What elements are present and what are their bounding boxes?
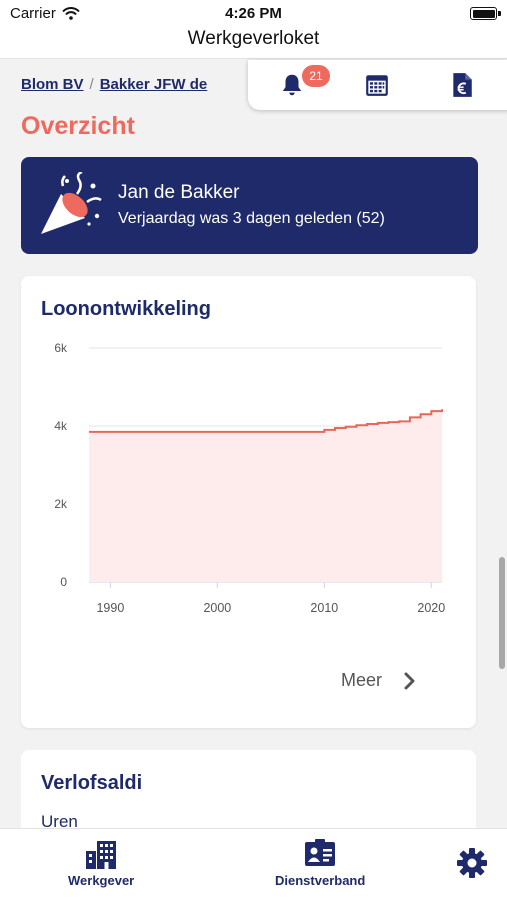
- gear-icon: [457, 848, 487, 878]
- app-title: Werkgeverloket: [187, 28, 320, 49]
- x-tick-label: 2000: [203, 601, 231, 615]
- chart-area-fill: [89, 409, 442, 582]
- notification-badge: 21: [302, 65, 330, 87]
- id-card-icon: [305, 839, 336, 866]
- salary-chart: 0 2k 4k 6k 1990 2000 2010 2020: [54, 341, 445, 615]
- employee-name: Jan de Bakker: [118, 182, 240, 203]
- nav-dienstverband[interactable]: Dienstverband: [275, 839, 365, 888]
- birthday-message: Verjaardag was 3 dagen geleden (52): [118, 210, 385, 227]
- nav-werkgever-label: Werkgever: [68, 873, 135, 888]
- wifi-icon: [62, 7, 80, 20]
- battery-tip: [498, 11, 501, 16]
- y-tick-label: 6k: [54, 341, 68, 355]
- x-tick-label: 2020: [417, 601, 445, 615]
- calendar-icon[interactable]: [364, 72, 390, 98]
- bell-icon[interactable]: [279, 72, 305, 98]
- chevron-right-icon: [404, 672, 415, 689]
- chart-series-line: [89, 409, 443, 433]
- status-bar: Carrier 4:26 PM: [0, 0, 507, 26]
- party-popper-icon: [41, 172, 102, 234]
- breadcrumb: Blom BV / Bakker JFW de: [21, 76, 207, 93]
- carrier-info: Carrier: [10, 5, 80, 22]
- nav-dienstverband-label: Dienstverband: [275, 873, 366, 888]
- nav-werkgever[interactable]: Werkgever: [68, 839, 134, 888]
- scrollbar-thumb[interactable]: [499, 557, 505, 669]
- title-bar: Werkgeverloket: [0, 26, 507, 59]
- y-tick-label: 2k: [54, 497, 68, 511]
- more-label: Meer: [341, 670, 383, 690]
- carrier-label: Carrier: [10, 5, 56, 22]
- bottom-navigation: Werkgever Dienstverband: [0, 828, 507, 900]
- breadcrumb-employer-link[interactable]: Blom BV: [21, 76, 84, 93]
- y-tick-label: 0: [60, 575, 67, 589]
- more-button[interactable]: Meer: [341, 670, 416, 691]
- birthday-card[interactable]: Jan de Bakker Verjaardag was 3 dagen gel…: [21, 157, 478, 254]
- building-icon: [86, 841, 117, 869]
- breadcrumb-separator: /: [89, 76, 94, 93]
- nav-settings[interactable]: [456, 847, 488, 879]
- page-title: Overzicht: [21, 112, 135, 140]
- x-tick-label: 1990: [96, 601, 124, 615]
- leave-unit-label: Uren: [41, 812, 78, 831]
- euro-document-icon[interactable]: [449, 72, 475, 98]
- salary-development-card: Loonontwikkeling 0 2k 4k 6k 1990 2000 2010 2020…: [21, 276, 476, 728]
- salary-card-title: Loonontwikkeling: [41, 298, 211, 320]
- status-time: 4:26 PM: [225, 5, 282, 22]
- breadcrumb-employee-link[interactable]: Bakker JFW de: [99, 76, 208, 93]
- y-tick-label: 4k: [54, 419, 68, 433]
- x-tick-label: 2010: [310, 601, 338, 615]
- leave-card-title: Verlofsaldi: [41, 772, 143, 794]
- battery-icon: [470, 7, 497, 20]
- quick-actions-toolbar: [248, 60, 507, 110]
